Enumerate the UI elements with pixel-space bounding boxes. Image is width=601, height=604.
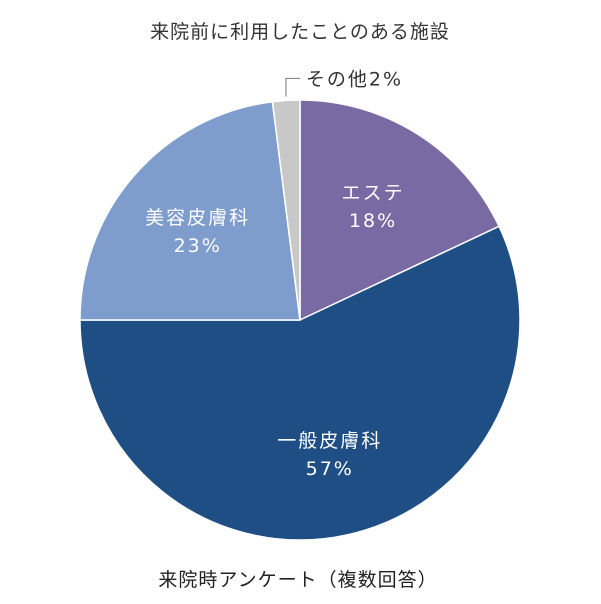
slice-percent-label: 57%	[306, 458, 354, 480]
slice-esthetic	[299, 99, 501, 322]
slice-cosmetic-dermatology	[79, 100, 301, 321]
slice-general-dermatology	[79, 225, 521, 541]
chart-title: 来院前に利用したことのある施設	[150, 21, 450, 43]
chart-footnote: 来院時アンケート（複数回答）	[158, 569, 437, 591]
slice-category-label: 美容皮膚科	[145, 207, 250, 229]
label-other: その他2%	[306, 68, 403, 90]
label-esthetic: エステ 18%	[342, 182, 405, 232]
slice-category-label: 一般皮膚科	[277, 430, 382, 452]
other-leader-line	[285, 77, 300, 97]
slice-percent-label: 23%	[174, 235, 222, 257]
label-cosmetic-dermatology: 美容皮膚科 23%	[145, 207, 250, 257]
pie-labels: エステ 18% 一般皮膚科 57% 美容皮膚科 23% その他2%	[145, 68, 405, 480]
label-general-dermatology: 一般皮膚科 57%	[277, 430, 382, 480]
pie-slices	[79, 99, 521, 541]
slice-percent-label: 18%	[349, 210, 397, 232]
slice-other	[271, 99, 301, 321]
slice-category-label: エステ	[342, 182, 405, 204]
